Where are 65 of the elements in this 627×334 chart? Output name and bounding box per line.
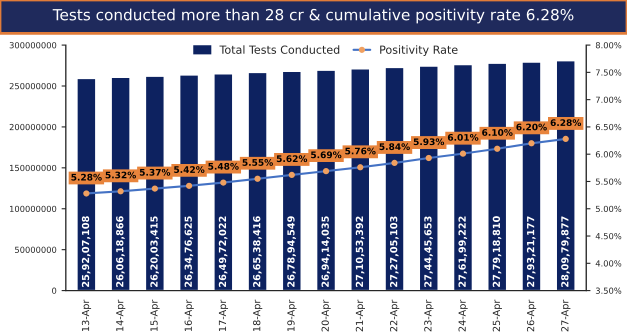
- y-tick-label: 100000000: [10, 206, 56, 212]
- y2-tick-label: 5.00%: [596, 206, 622, 212]
- x-tick-label: 21-Apr: [356, 300, 365, 332]
- y2-tick-label: 5.50%: [596, 178, 622, 185]
- data-label: 27,44,45,653: [424, 216, 433, 287]
- y-tick-label: 200000000: [10, 124, 56, 130]
- y2-tick-label: 8.00%: [596, 42, 622, 48]
- data-label: 26,20,03,415: [150, 216, 159, 287]
- data-label: 25,92,07,108: [82, 216, 90, 287]
- x-tick-label: 22-Apr: [390, 300, 400, 332]
- y2-tick-label: 6.50%: [596, 124, 622, 130]
- data-label: 27,10,53,392: [356, 216, 364, 287]
- y2-tick-label: 4.50%: [596, 233, 622, 240]
- data-label: 5.84%: [380, 143, 410, 150]
- x-tick-label: 19-Apr: [287, 300, 297, 332]
- data-label: 6.01%: [448, 134, 478, 141]
- y2-tick-label: 7.50%: [596, 69, 622, 76]
- data-label: 6.28%: [550, 119, 582, 126]
- data-label: 27,61,99,222: [458, 216, 468, 287]
- data-label: 5.69%: [311, 151, 342, 158]
- data-label: 5.55%: [242, 159, 273, 166]
- data-label: 5.42%: [174, 166, 204, 173]
- y2-tick-label: 3.50%: [596, 288, 622, 294]
- data-label: 26,34,76,625: [184, 216, 194, 287]
- data-label: 5.93%: [414, 138, 444, 146]
- y-tick-label: 250000000: [10, 82, 56, 90]
- data-label: 6.20%: [516, 124, 547, 130]
- data-label: 26,06,18,866: [116, 216, 125, 287]
- x-tick-label: 27-Apr: [561, 300, 570, 332]
- x-tick-label: 23-Apr: [424, 300, 434, 332]
- data-label: 26,78,94,549: [287, 216, 296, 287]
- data-label: 6.10%: [482, 129, 513, 136]
- data-label: 26,94,14,035: [322, 216, 330, 287]
- data-label: 5.76%: [345, 148, 376, 154]
- y-tick-label: 300000000: [10, 42, 56, 48]
- x-tick-label: 16-Apr: [184, 300, 194, 332]
- x-tick-label: 17-Apr: [218, 300, 228, 332]
- data-label: 5.62%: [276, 155, 308, 162]
- x-tick-label: 13-Apr: [82, 300, 92, 332]
- data-label: 5.28%: [71, 174, 102, 181]
- x-tick-label: 24-Apr: [458, 300, 468, 332]
- data-label: 27,93,21,177: [526, 216, 536, 287]
- y-tick-label: 50000000: [15, 246, 56, 253]
- y2-tick-label: 6.00%: [596, 151, 622, 158]
- x-tick-label: 18-Apr: [253, 300, 262, 332]
- data-label: 28,09,79,877: [561, 216, 570, 287]
- x-tick-label: 25-Apr: [492, 300, 502, 332]
- data-label: 26,65,38,416: [253, 216, 262, 287]
- x-tick-label: 15-Apr: [150, 300, 160, 332]
- y2-tick-label: 4.00%: [596, 260, 622, 267]
- data-label: 26,49,72,022: [218, 216, 228, 287]
- data-label: 5.32%: [106, 172, 136, 178]
- x-tick-label: 14-Apr: [116, 300, 126, 332]
- legend-label: Positivity Rate: [380, 45, 458, 56]
- y2-tick-label: 7.00%: [596, 96, 622, 103]
- x-tick-label: 26-Apr: [526, 300, 536, 332]
- data-label: 5.48%: [208, 162, 239, 170]
- x-tick-label: 20-Apr: [322, 300, 331, 332]
- legend-label: Total Tests Conducted: [219, 45, 340, 54]
- data-label: 5.37%: [140, 168, 170, 176]
- data-label: 27,79,18,810: [492, 216, 502, 287]
- chart-title: Tests conducted more than 28 cr & cumulative positivity rate 6.28%: [52, 8, 574, 24]
- y-tick-label: 0: [52, 288, 56, 294]
- data-label: 27,27,05,103: [390, 216, 399, 287]
- y-tick-label: 150000000: [10, 164, 56, 172]
